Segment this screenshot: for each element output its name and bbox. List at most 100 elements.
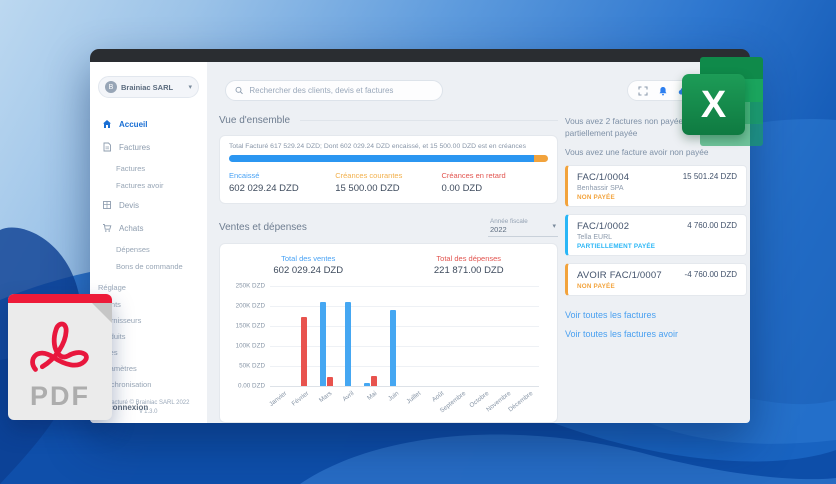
invoice-status-badge: NON PAYÉE [577,194,615,201]
chart-ytick-label: 200K DZD [235,302,265,310]
cart-icon [103,224,112,232]
chart-bar-group [449,286,471,386]
wallpaper-swirl [300,434,836,484]
total-expenses-label: Total des dépenses [436,254,502,263]
chart-bar-group [360,286,382,386]
chart-xtick-label: Avril [341,390,356,403]
bell-icon[interactable] [658,86,668,96]
total-expenses: Total des dépenses 221 871.00 DZD [434,254,504,276]
fullscreen-icon[interactable] [638,85,648,96]
invoice-id: AVOIR FAC/1/0007 [577,270,662,281]
sidebar-item-deconnexion[interactable]: Déconnexion [98,403,149,412]
sidebar-item-factures-avoir[interactable]: Factures avoir [116,181,164,190]
search-input[interactable] [249,86,433,95]
total-sales: Total des ventes 602 029.24 DZD [273,254,343,276]
chart-xtick-label: Juillet [405,390,423,406]
window-titlebar[interactable] [90,49,750,62]
invoice-card[interactable]: AVOIR FAC/1/0007 -4 760.00 DZD NON PAYÉE [565,263,747,296]
chart-ytick-label: 0.00 DZD [238,382,265,390]
invoice-status-badge: NON PAYÉE [577,283,615,290]
sidebar-item-bons-de-commande[interactable]: Bons de commande [116,262,183,271]
invoice-card[interactable]: FAC/1/0002 4 760.00 DZD Tella EURL PARTI… [565,214,747,256]
chart-ytick-label: 150K DZD [235,322,265,330]
stat-value: 15 500.00 DZD [335,183,400,194]
sidebar-item-label: Achats [119,223,144,233]
chart-gridline [270,386,539,387]
invoice-amount: 15 501.24 DZD [682,172,737,181]
pdf-label: PDF [30,381,90,411]
search-icon [235,86,243,95]
sales-section-header: Ventes et dépenses Année fiscale 2022 ▾ [219,217,558,237]
invoice-client: Benhassir SPA [577,185,624,192]
sidebar-item-label: Factures [119,142,151,152]
chart-gridline [270,346,539,347]
fiscal-year-select[interactable]: Année fiscale 2022 ▾ [488,217,558,237]
chart-totals: Total des ventes 602 029.24 DZD Total de… [228,254,549,276]
app-content: B Brainiac SARL ▾ Accueil Factures Factu… [90,62,750,423]
sidebar-item-fournisseurs[interactable]: Fournisseurs [98,316,142,325]
overview-card: Total Facturé 617 529.24 DZD; Dont 602 0… [219,135,558,204]
chart-bar-dépenses[interactable] [371,375,378,386]
chart-bars [270,286,539,386]
invoice-id: FAC/1/0002 [577,221,630,232]
excel-x-tile: X [682,74,745,135]
sidebar-item-synchronisation[interactable]: Synchronisation [98,380,152,389]
credit-note-message: Vous avez une facture avoir non payée [565,147,709,157]
version-text: v 1.3.0 [139,409,158,415]
sidebar: B Brainiac SARL ▾ Accueil Factures Factu… [90,62,207,423]
sidebar-item-devis[interactable]: Devis [90,197,207,213]
chart-bar-group [494,286,516,386]
sidebar-item-accueil[interactable]: Accueil [90,116,207,132]
view-all-invoices-link[interactable]: Voir toutes les factures [565,310,657,320]
invoice-card-top: FAC/1/0004 15 501.24 DZD [577,172,737,183]
chart-bar-group [270,286,292,386]
pdf-icon-fold-corner [92,303,112,323]
chart-gridline [270,306,539,307]
chart-bar-dépenses[interactable] [300,317,307,386]
billing-progress-bar [229,155,548,162]
chart-plot: 250K DZD 200K DZD 150K DZD 100K DZD 50K DZD 0… [236,283,539,390]
company-selector[interactable]: B Brainiac SARL ▾ [98,76,199,98]
copyright-text: Facturé © Brainiac SARL 2022 [107,400,190,406]
sidebar-footer: Facturé © Brainiac SARL 2022 v 1.3.0 [90,399,207,417]
search-bar[interactable] [225,80,443,101]
chart-bar-group [405,286,427,386]
chevron-down-icon: ▾ [552,223,556,230]
stat-encaisse: Encaissé 602 029.24 DZD [229,171,335,194]
chart-bar-ventes[interactable] [345,302,352,386]
sidebar-item-depenses[interactable]: Dépenses [116,245,150,254]
pdf-icon-red-bar [8,294,112,303]
chart-gridline [270,366,539,367]
total-sales-value: 602 029.24 DZD [273,265,344,276]
chart-bar-group [382,286,404,386]
chart-bar-ventes[interactable] [319,302,326,386]
invoice-card[interactable]: FAC/1/0004 15 501.24 DZD Benhassir SPA N… [565,165,747,207]
pdf-file-icon[interactable]: PDF [8,294,112,420]
sidebar-item-parametres[interactable]: Paramètres [98,364,137,373]
sidebar-section-reglage: Réglage [98,283,126,292]
chart-xtick-label: Décembre [507,390,535,414]
invoice-card-top: AVOIR FAC/1/0007 -4 760.00 DZD [577,270,737,281]
chart-bar-ventes[interactable] [390,310,397,386]
billing-summary: Total Facturé 617 529.24 DZD; Dont 602 0… [229,143,526,150]
sidebar-item-factures[interactable]: Factures [90,139,207,155]
sidebar-item-factures-sub[interactable]: Factures [116,164,146,173]
chart-bar-ventes[interactable] [364,382,371,386]
chart-bar-group [427,286,449,386]
chart-ytick-label: 50K DZD [239,362,265,370]
chart-xtick-label: Février [290,390,311,408]
stat-value: 0.00 DZD [441,183,483,194]
excel-file-icon[interactable]: X [682,57,763,146]
chart-xtick-label: Mai [365,390,378,402]
sidebar-item-achats[interactable]: Achats [90,220,207,236]
fiscal-year-text: Année fiscale 2022 [490,218,552,234]
total-expenses-value: 221 871.00 DZD [433,265,504,276]
sales-chart-card: Total des ventes 602 029.24 DZD Total de… [219,243,558,423]
sales-section-title: Ventes et dépenses [219,222,307,233]
stat-label: Créances en retard [441,171,506,180]
stat-creances-courantes: Créances courantes 15 500.00 DZD [335,171,441,194]
sidebar-item-label: Accueil [119,119,148,129]
chart-bar-dépenses[interactable] [326,376,333,386]
view-all-credit-notes-link[interactable]: Voir toutes les factures avoir [565,329,679,339]
